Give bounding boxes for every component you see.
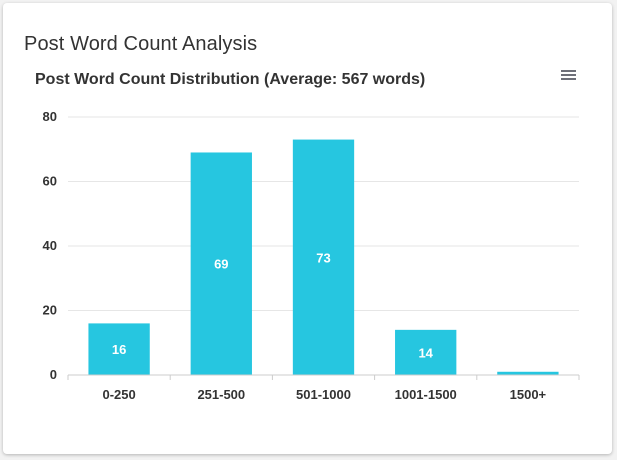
hamburger-menu-icon[interactable]	[560, 68, 578, 84]
bar-value-label: 69	[214, 257, 228, 272]
y-tick-label: 0	[50, 367, 57, 382]
menu-line	[561, 70, 576, 72]
y-tick-label: 60	[43, 174, 57, 189]
bar-501-1000[interactable]	[292, 139, 355, 375]
bars	[88, 139, 559, 375]
bar-labels: 16 69 73 14	[112, 250, 434, 360]
y-tick-label: 20	[43, 303, 57, 318]
bar-251-500[interactable]	[190, 152, 252, 375]
x-tick-label: 1500+	[510, 387, 547, 402]
bar-1500+[interactable]	[497, 371, 559, 375]
x-tick-label: 251-500	[197, 387, 245, 402]
bar-0-250[interactable]	[88, 323, 150, 375]
x-tick-label: 0-250	[102, 387, 135, 402]
x-tick-label: 1001-1500	[395, 387, 457, 402]
bar-value-label: 14	[418, 345, 433, 360]
y-tick-label: 40	[43, 238, 57, 253]
chart-title: Post Word Count Distribution (Average: 5…	[35, 71, 425, 88]
bar-1001-1500[interactable]	[395, 329, 457, 375]
menu-line	[561, 78, 576, 80]
bar-value-label: 73	[316, 250, 330, 265]
menu-line	[561, 74, 576, 76]
y-axis: 0 20 40 60 80	[43, 109, 57, 382]
x-tick-label: 501-1000	[296, 387, 351, 402]
card-title: Post Word Count Analysis	[24, 33, 258, 55]
x-axis: 0-250 251-500 501-1000 1001-1500 1500+	[67, 374, 580, 402]
y-tick-label: 80	[43, 109, 57, 124]
bar-value-label: 16	[112, 342, 126, 357]
